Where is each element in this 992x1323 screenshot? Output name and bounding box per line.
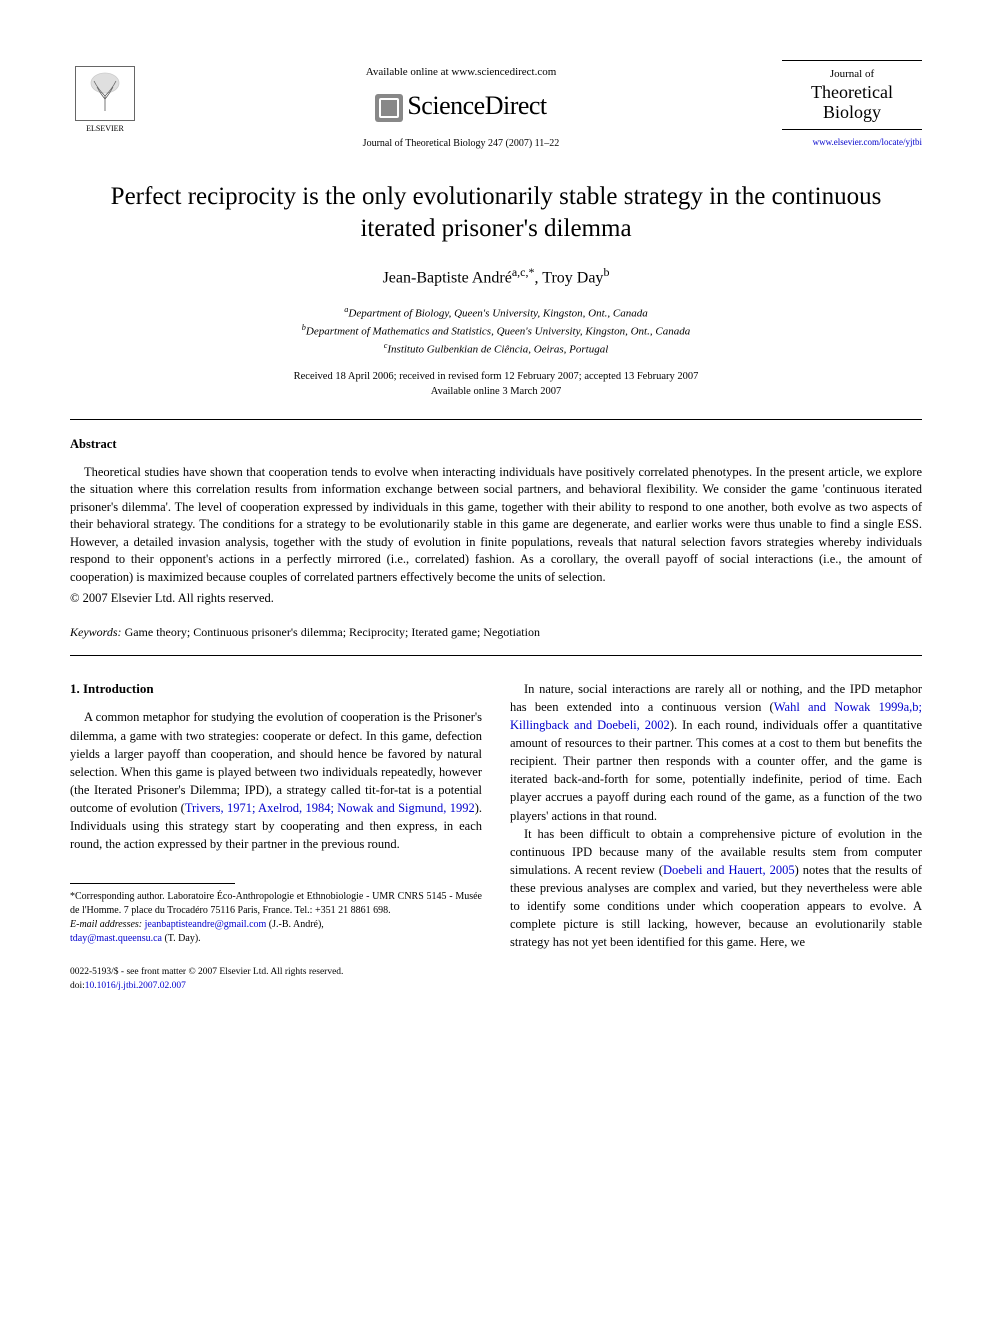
body-columns: 1. Introduction A common metaphor for st…: [70, 680, 922, 993]
keywords-label: Keywords:: [70, 625, 122, 639]
authors-line: Jean-Baptiste Andréa,c,*, Troy Dayb: [70, 264, 922, 290]
affiliation-c: cInstituto Gulbenkian de Ciência, Oeiras…: [70, 340, 922, 358]
email-2-who: (T. Day).: [162, 933, 201, 944]
rule-after-keywords: [70, 655, 922, 656]
email-2[interactable]: tday@mast.queensu.ca: [70, 933, 162, 944]
footer-info: 0022-5193/$ - see front matter © 2007 El…: [70, 966, 482, 993]
journal-prefix: Journal of: [786, 67, 918, 81]
section-1-heading: 1. Introduction: [70, 680, 482, 699]
rule-before-abstract: [70, 419, 922, 420]
elsevier-logo: ELSEVIER: [70, 60, 140, 140]
email-label: E-mail addresses:: [70, 919, 142, 930]
column-left: 1. Introduction A common metaphor for st…: [70, 680, 482, 993]
journal-citation: Journal of Theoretical Biology 247 (2007…: [140, 137, 782, 151]
dates-received: Received 18 April 2006; received in revi…: [70, 370, 922, 385]
dates-online: Available online 3 March 2007: [70, 385, 922, 400]
author-2-affil: b: [603, 265, 609, 279]
author-2: Troy Day: [542, 269, 603, 286]
citation-link-1[interactable]: Trivers, 1971; Axelrod, 1984; Nowak and …: [185, 801, 475, 815]
page-header: ELSEVIER Available online at www.science…: [70, 60, 922, 151]
email-1-who: (J.-B. André),: [266, 919, 324, 930]
sciencedirect-icon: [375, 94, 403, 122]
sciencedirect-logo: ScienceDirect: [140, 88, 782, 124]
doi-link[interactable]: 10.1016/j.jtbi.2007.02.007: [85, 981, 186, 991]
journal-box-wrapper: Journal of Theoretical Biology www.elsev…: [782, 60, 922, 148]
platform-name: ScienceDirect: [407, 91, 546, 120]
abstract-section: Abstract Theoretical studies have shown …: [70, 436, 922, 608]
intro-paragraph-1: A common metaphor for studying the evolu…: [70, 708, 482, 853]
author-1: Jean-Baptiste André: [383, 269, 512, 286]
abstract-heading: Abstract: [70, 436, 922, 454]
article-dates: Received 18 April 2006; received in revi…: [70, 370, 922, 399]
publisher-name: ELSEVIER: [86, 123, 124, 134]
affiliation-b: bDepartment of Mathematics and Statistic…: [70, 322, 922, 340]
issn-copyright: 0022-5193/$ - see front matter © 2007 El…: [70, 966, 482, 979]
keywords-line: Keywords: Game theory; Continuous prison…: [70, 624, 922, 641]
abstract-text: Theoretical studies have shown that coop…: [70, 464, 922, 587]
elsevier-tree-icon: [75, 66, 135, 121]
affiliations-block: aDepartment of Biology, Queen's Universi…: [70, 304, 922, 358]
header-center: Available online at www.sciencedirect.co…: [140, 60, 782, 151]
corresponding-text: *Corresponding author. Laboratoire Éco-A…: [70, 890, 482, 918]
affiliation-a: aDepartment of Biology, Queen's Universi…: [70, 304, 922, 322]
section-title: Introduction: [83, 681, 154, 696]
email-line: E-mail addresses: jeanbaptisteandre@gmai…: [70, 918, 482, 932]
citation-link-3[interactable]: Doebeli and Hauert, 2005: [663, 863, 795, 877]
journal-main-title: Theoretical Biology: [786, 83, 918, 123]
intro-paragraph-2: In nature, social interactions are rarel…: [510, 680, 922, 825]
keywords-text: Game theory; Continuous prisoner's dilem…: [122, 625, 540, 639]
available-online-text: Available online at www.sciencedirect.co…: [140, 65, 782, 80]
corresponding-author-footnote: *Corresponding author. Laboratoire Éco-A…: [70, 890, 482, 946]
footnote-rule: [70, 883, 235, 884]
intro-paragraph-3: It has been difficult to obtain a compre…: [510, 825, 922, 952]
journal-url-link[interactable]: www.elsevier.com/locate/yjtbi: [782, 136, 922, 149]
column-right: In nature, social interactions are rarel…: [510, 680, 922, 993]
abstract-copyright: © 2007 Elsevier Ltd. All rights reserved…: [70, 590, 922, 608]
email-1[interactable]: jeanbaptisteandre@gmail.com: [145, 919, 267, 930]
author-1-affil: a,c,*: [512, 265, 535, 279]
section-number: 1.: [70, 681, 80, 696]
article-title: Perfect reciprocity is the only evolutio…: [110, 181, 882, 246]
email-line-2: tday@mast.queensu.ca (T. Day).: [70, 932, 482, 946]
doi-line: doi:10.1016/j.jtbi.2007.02.007: [70, 980, 482, 993]
journal-title-box: Journal of Theoretical Biology: [782, 60, 922, 130]
